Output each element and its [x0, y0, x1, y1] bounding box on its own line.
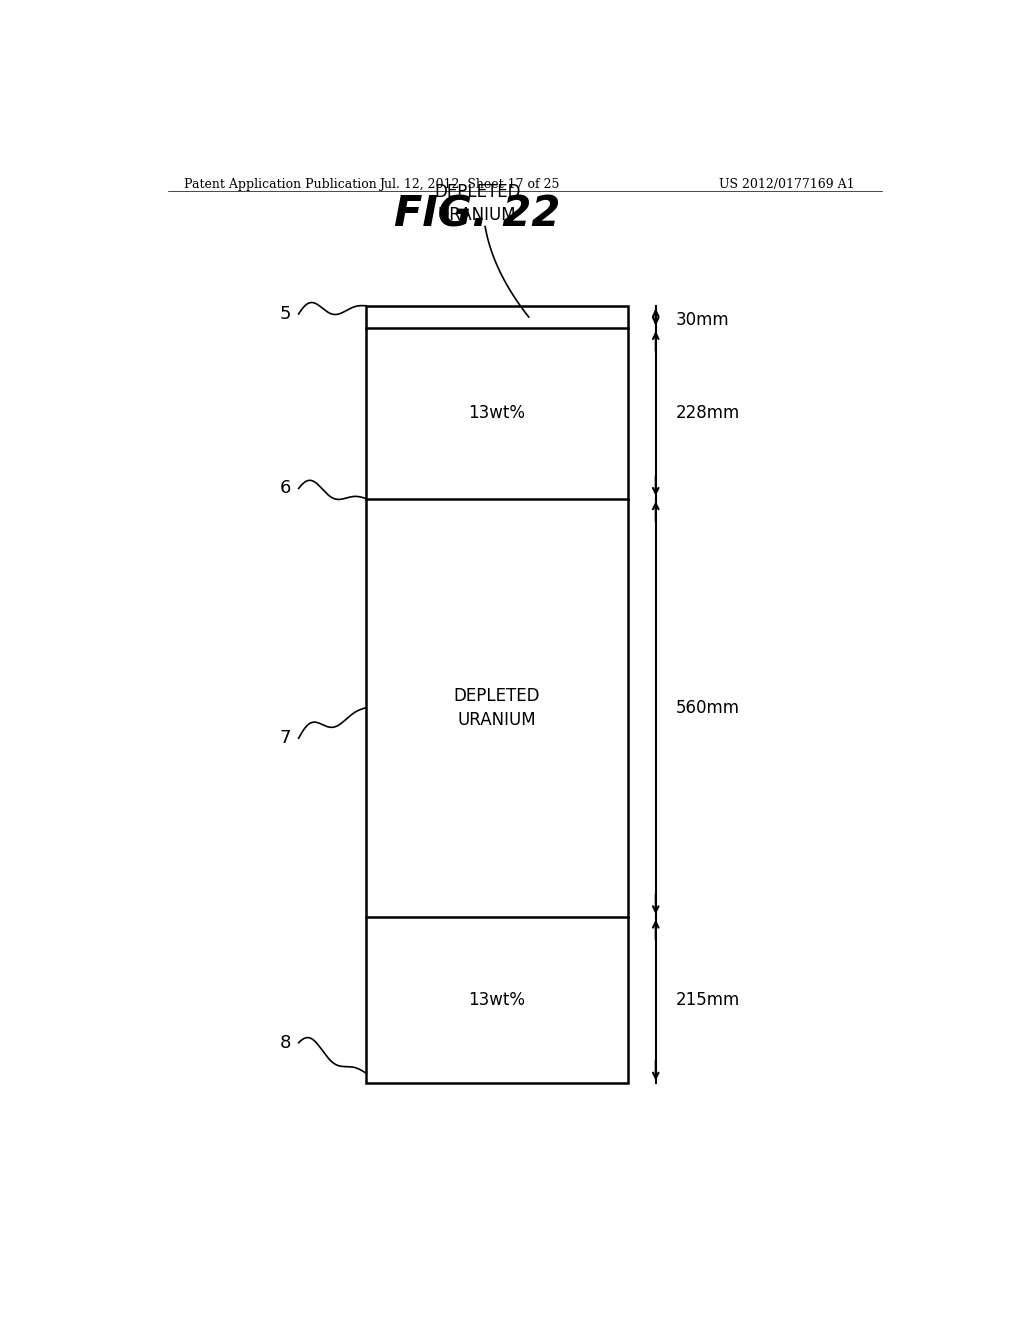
Text: 13wt%: 13wt% [469, 991, 525, 1008]
Text: 215mm: 215mm [676, 991, 739, 1008]
Text: 228mm: 228mm [676, 404, 739, 422]
Text: Patent Application Publication: Patent Application Publication [183, 178, 376, 191]
Text: US 2012/0177169 A1: US 2012/0177169 A1 [719, 178, 854, 191]
Text: Jul. 12, 2012  Sheet 17 of 25: Jul. 12, 2012 Sheet 17 of 25 [379, 178, 559, 191]
Text: 560mm: 560mm [676, 698, 739, 717]
Text: DEPLETED
URANIUM: DEPLETED URANIUM [434, 183, 520, 224]
Text: 8: 8 [280, 1034, 291, 1052]
Text: FIG. 22: FIG. 22 [394, 193, 560, 235]
Text: 13wt%: 13wt% [469, 404, 525, 422]
Text: 5: 5 [280, 305, 291, 323]
Text: 6: 6 [280, 479, 291, 498]
Text: 7: 7 [280, 729, 291, 747]
Text: DEPLETED
URANIUM: DEPLETED URANIUM [454, 686, 541, 729]
Text: 30mm: 30mm [676, 312, 729, 329]
